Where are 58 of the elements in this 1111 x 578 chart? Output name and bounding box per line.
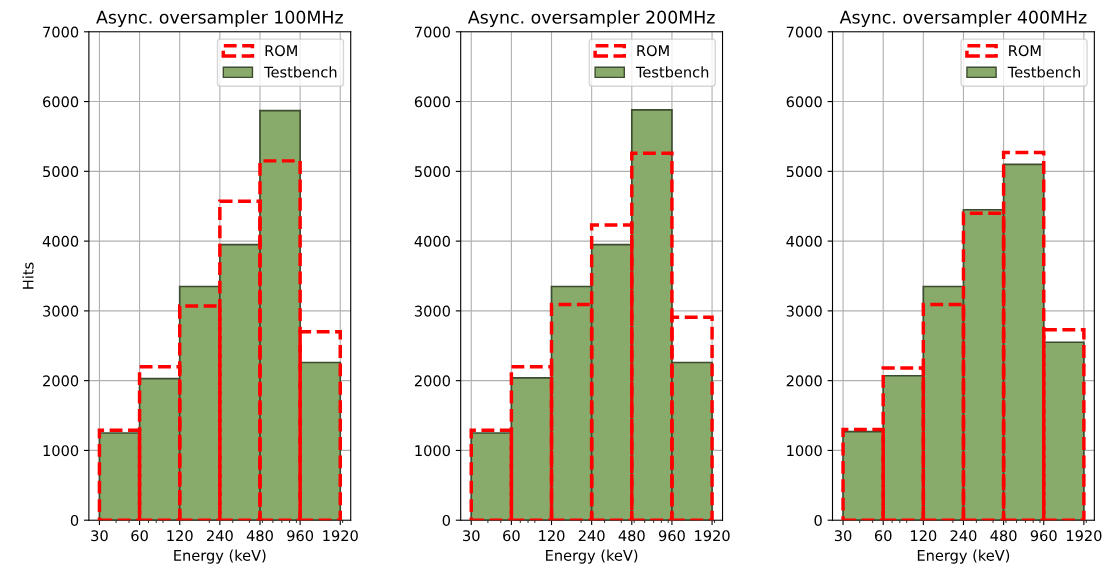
x-tick-label: 60 xyxy=(503,530,520,542)
chart-title: Async. oversampler 400MHz xyxy=(839,10,1087,28)
y-tick-label: 1000 xyxy=(787,445,822,457)
x-tick-label: 480 xyxy=(618,530,645,542)
x-tick-label: 240 xyxy=(950,530,977,542)
y-tick-label: 0 xyxy=(442,514,450,526)
x-tick-label: 60 xyxy=(131,530,148,542)
y-tick-label: 4000 xyxy=(414,235,450,247)
x-tick-label: 120 xyxy=(167,530,193,542)
y-axis-title: Hits xyxy=(22,262,34,289)
y-tick-label: 7000 xyxy=(43,26,79,38)
y-tick-label: 7000 xyxy=(415,26,450,38)
x-tick-label: 240 xyxy=(578,530,605,542)
y-tick-label: 5000 xyxy=(786,166,822,178)
y-tick-label: 2000 xyxy=(414,375,450,387)
y-tick-label: 6000 xyxy=(786,96,822,108)
legend-label: Testbench xyxy=(635,66,709,78)
y-tick-label: 3000 xyxy=(414,305,450,317)
x-tick-label: 1920 xyxy=(1066,530,1102,542)
legend-label: ROM xyxy=(637,45,669,57)
legend-label: ROM xyxy=(265,45,297,57)
chart-title: Async. oversampler 100MHz xyxy=(96,10,343,28)
y-tick-label: 1000 xyxy=(415,445,450,457)
x-tick-label: 480 xyxy=(990,530,1017,542)
y-tick-label: 4000 xyxy=(786,235,822,247)
x-tick-label: 60 xyxy=(874,530,892,542)
x-axis-title: Energy (keV) xyxy=(546,549,638,564)
x-tick-label: 1920 xyxy=(695,530,730,542)
x-tick-label: 120 xyxy=(539,530,565,542)
chart-title: Async. oversampler 200MHz xyxy=(467,10,715,28)
y-tick-label: 0 xyxy=(70,514,79,526)
x-tick-label: 960 xyxy=(287,530,314,542)
legend-label: Testbench xyxy=(1007,66,1080,78)
y-tick-label: 6000 xyxy=(43,96,79,108)
x-axis-title: Energy (keV) xyxy=(917,549,1010,564)
x-tick-label: 240 xyxy=(207,530,233,542)
x-axis-title: Energy (keV) xyxy=(174,549,266,564)
x-tick-label: 30 xyxy=(834,530,852,542)
legend-label: Testbench xyxy=(264,66,337,78)
x-tick-label: 960 xyxy=(1030,530,1057,542)
y-tick-label: 3000 xyxy=(786,305,822,317)
y-tick-label: 1000 xyxy=(43,445,79,457)
x-tick-label: 30 xyxy=(463,530,480,542)
x-tick-label: 960 xyxy=(658,530,685,542)
y-tick-label: 5000 xyxy=(43,166,79,178)
y-tick-label: 0 xyxy=(814,514,822,526)
x-tick-label: 1920 xyxy=(323,530,358,542)
y-tick-label: 4000 xyxy=(42,235,79,247)
x-tick-label: 30 xyxy=(91,530,108,542)
x-tick-label: 480 xyxy=(246,530,273,542)
legend-label: ROM xyxy=(1009,45,1041,57)
y-tick-label: 3000 xyxy=(43,305,79,317)
y-tick-label: 2000 xyxy=(786,375,822,387)
y-tick-label: 5000 xyxy=(414,166,450,178)
y-tick-label: 6000 xyxy=(414,96,450,108)
x-tick-label: 120 xyxy=(911,530,937,542)
y-tick-label: 2000 xyxy=(43,375,79,387)
y-tick-label: 7000 xyxy=(786,26,822,38)
